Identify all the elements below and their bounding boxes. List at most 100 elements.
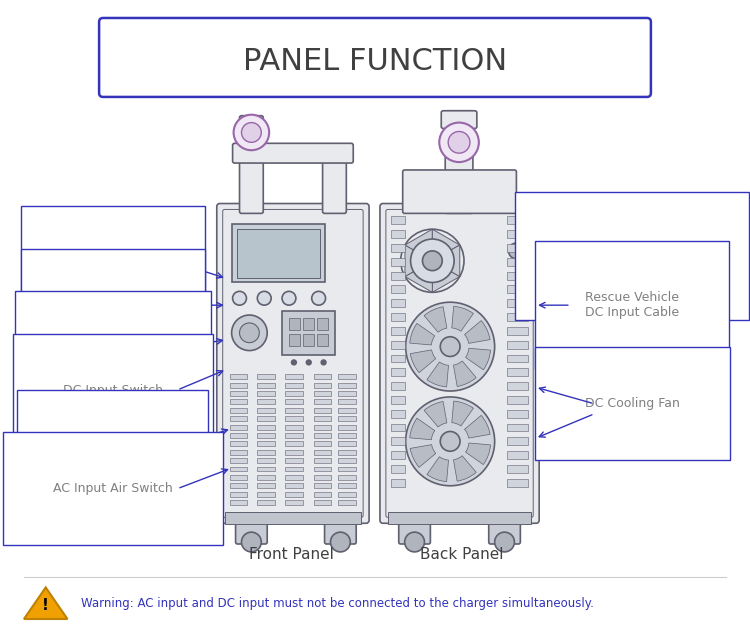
Bar	[338, 399, 356, 404]
Circle shape	[440, 336, 460, 357]
Circle shape	[448, 132, 470, 153]
Circle shape	[410, 239, 454, 282]
FancyBboxPatch shape	[239, 116, 263, 214]
Bar	[257, 383, 275, 387]
Bar	[506, 327, 528, 335]
Bar	[506, 410, 528, 418]
FancyBboxPatch shape	[236, 518, 267, 544]
Bar	[506, 396, 528, 404]
FancyBboxPatch shape	[99, 18, 651, 97]
Bar	[289, 334, 300, 345]
Wedge shape	[464, 321, 490, 343]
Bar	[257, 500, 275, 505]
Bar	[314, 399, 332, 404]
Text: PANEL FUNCTION: PANEL FUNCTION	[243, 47, 507, 76]
Bar	[338, 450, 356, 455]
Bar	[257, 441, 275, 446]
Wedge shape	[427, 457, 448, 481]
Bar	[285, 467, 303, 471]
Bar	[285, 391, 303, 396]
Circle shape	[232, 315, 267, 350]
Bar	[285, 399, 303, 404]
FancyBboxPatch shape	[232, 143, 353, 163]
FancyBboxPatch shape	[232, 225, 325, 282]
Circle shape	[321, 360, 326, 365]
Bar	[338, 500, 356, 505]
Bar	[316, 334, 328, 345]
FancyBboxPatch shape	[380, 204, 539, 523]
Bar	[338, 374, 356, 379]
FancyBboxPatch shape	[403, 170, 517, 214]
Circle shape	[331, 532, 350, 552]
Bar	[338, 416, 356, 421]
Bar	[506, 479, 528, 487]
FancyBboxPatch shape	[282, 311, 335, 354]
Bar	[391, 244, 405, 252]
FancyBboxPatch shape	[322, 150, 346, 214]
Circle shape	[405, 532, 424, 552]
Wedge shape	[454, 456, 476, 481]
Bar	[285, 441, 303, 446]
Bar	[230, 492, 248, 497]
Bar	[391, 341, 405, 349]
Bar	[230, 483, 248, 488]
Bar	[391, 438, 405, 445]
FancyBboxPatch shape	[217, 204, 369, 523]
Bar	[230, 441, 248, 446]
Bar	[230, 383, 248, 387]
FancyBboxPatch shape	[441, 111, 477, 128]
Bar	[314, 458, 332, 463]
Bar	[391, 230, 405, 238]
Bar	[338, 408, 356, 413]
Circle shape	[406, 397, 495, 486]
Bar	[257, 492, 275, 497]
Polygon shape	[432, 261, 460, 293]
Text: Be Rescue Vehicle
Charging Gun Output: Be Rescue Vehicle Charging Gun Output	[566, 242, 699, 270]
Bar	[506, 341, 528, 349]
FancyBboxPatch shape	[399, 518, 430, 544]
Bar	[314, 441, 332, 446]
Text: Trouble Lamp: Trouble Lamp	[71, 256, 155, 269]
Wedge shape	[427, 362, 448, 387]
Bar	[314, 492, 332, 497]
Bar	[314, 408, 332, 413]
Wedge shape	[466, 443, 490, 464]
Wedge shape	[410, 350, 436, 373]
Bar	[285, 458, 303, 463]
Bar	[230, 475, 248, 480]
Bar	[303, 318, 313, 330]
Circle shape	[257, 291, 272, 305]
Circle shape	[495, 532, 514, 552]
Bar	[506, 286, 528, 293]
Bar	[391, 451, 405, 459]
Circle shape	[233, 114, 269, 150]
Wedge shape	[466, 349, 490, 370]
Circle shape	[509, 243, 524, 259]
Bar	[230, 399, 248, 404]
Bar	[257, 467, 275, 471]
Bar	[225, 513, 362, 524]
Bar	[314, 374, 332, 379]
Bar	[257, 483, 275, 488]
Bar	[314, 500, 332, 505]
Bar	[391, 258, 405, 266]
Circle shape	[242, 532, 261, 552]
Circle shape	[312, 291, 326, 305]
Bar	[391, 313, 405, 321]
Bar	[506, 230, 528, 238]
Bar	[391, 327, 405, 335]
Circle shape	[242, 123, 261, 142]
Bar	[391, 382, 405, 390]
Bar	[230, 433, 248, 438]
Wedge shape	[410, 418, 435, 439]
Bar	[391, 424, 405, 431]
Bar	[257, 475, 275, 480]
Circle shape	[440, 431, 460, 451]
Circle shape	[440, 123, 479, 162]
Circle shape	[422, 251, 442, 271]
Text: Charging Lamp: Charging Lamp	[65, 341, 160, 354]
Bar	[391, 465, 405, 473]
Wedge shape	[452, 307, 473, 331]
Bar	[257, 374, 275, 379]
Circle shape	[406, 302, 495, 391]
